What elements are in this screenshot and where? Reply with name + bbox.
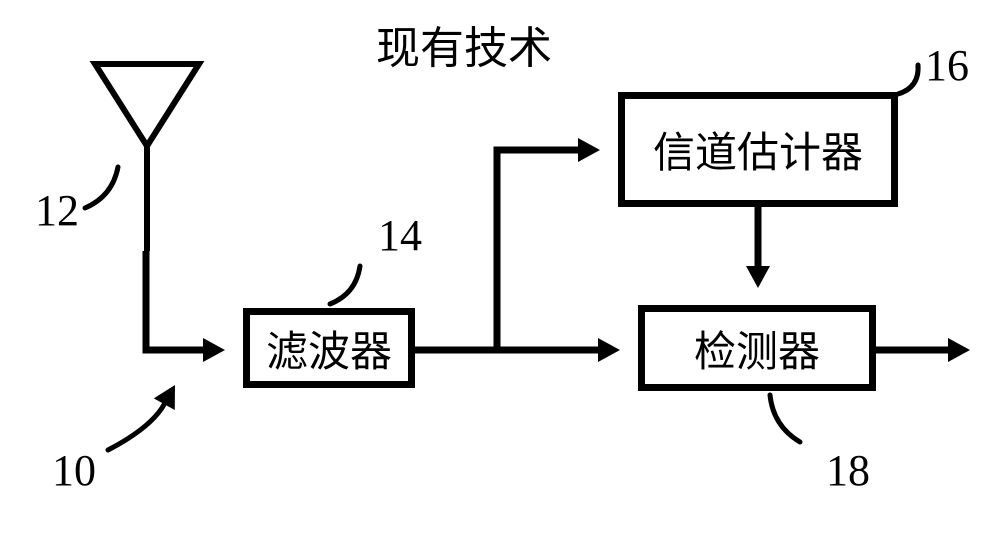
channel-estimator-node-label: 信道估计器 — [653, 119, 863, 180]
ref-label-14: 14 — [378, 210, 422, 261]
diagram-title: 现有技术 — [376, 12, 552, 76]
ref-label-12: 12 — [35, 185, 79, 236]
ref-label-18: 18 — [826, 445, 870, 496]
detector-node-label: 检测器 — [694, 318, 820, 379]
ref-label-16: 16 — [925, 40, 969, 91]
ref-label-10: 10 — [52, 445, 96, 496]
channel-estimator-node: 信道估计器 — [618, 92, 898, 207]
diagram-canvas: 现有技术 滤波器 信道估计器 检测器 12 14 16 18 10 — [0, 0, 1000, 559]
filter-node: 滤波器 — [243, 308, 415, 388]
filter-node-label: 滤波器 — [266, 318, 392, 379]
detector-node: 检测器 — [638, 305, 876, 391]
